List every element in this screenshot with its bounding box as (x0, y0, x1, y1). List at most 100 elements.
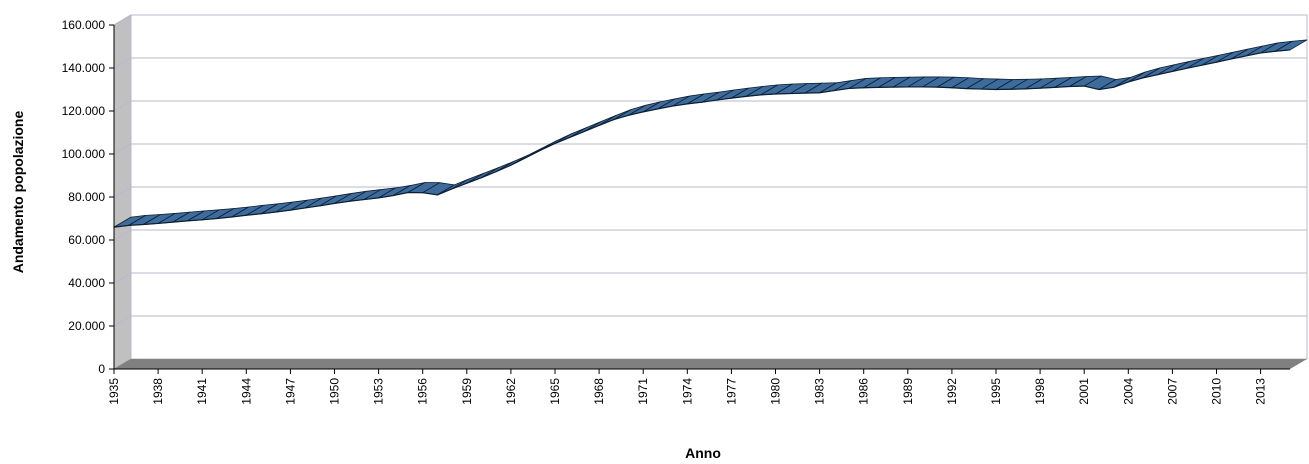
x-tick-label: 1965 (548, 378, 562, 405)
data-point (730, 97, 733, 99)
y-tick-label: 100.000 (62, 147, 106, 161)
data-point (1024, 88, 1026, 90)
x-tick-label: 1968 (592, 378, 606, 405)
x-axis: 1935 1938 1941 1944 1947 1950 1953 1956 1959 1962… (107, 368, 1290, 405)
data-point (1010, 88, 1012, 90)
data-point (231, 216, 233, 218)
data-point (186, 220, 189, 222)
y-tick-label: 60.000 (68, 233, 105, 247)
x-tick-label: 1986 (857, 378, 871, 405)
data-point (716, 99, 718, 101)
x-tick-label: 1971 (636, 378, 650, 405)
x-tick-label: 1983 (813, 378, 827, 405)
data-point (554, 142, 556, 145)
x-tick-label: 1992 (945, 378, 959, 405)
data-point (422, 192, 424, 194)
x-tick-label: 2010 (1210, 378, 1224, 405)
data-point (892, 86, 894, 88)
gridline-side (113, 143, 132, 155)
chart-gridlines (113, 14, 1307, 327)
data-point (951, 87, 953, 89)
data-point (583, 130, 586, 133)
x-tick-label: 1974 (680, 378, 694, 405)
data-point (142, 223, 144, 226)
data-point (598, 124, 600, 127)
data-point (1215, 61, 1218, 63)
data-point (1068, 85, 1071, 88)
data-point (333, 202, 336, 205)
data-point (1230, 58, 1232, 60)
x-tick-label: 1950 (328, 378, 342, 405)
data-point (1289, 49, 1291, 51)
data-point (510, 164, 512, 166)
y-tick-label: 140.000 (62, 61, 106, 75)
data-point (1054, 86, 1056, 88)
data-point (1157, 74, 1159, 76)
data-point (613, 119, 615, 121)
data-point (128, 224, 130, 226)
data-point (657, 108, 659, 110)
chart-series (113, 39, 1308, 228)
data-point (1142, 77, 1144, 79)
data-point (1201, 64, 1203, 66)
data-point (627, 114, 630, 116)
data-point (260, 213, 262, 215)
data-point (774, 93, 777, 95)
x-tick-label: 1938 (151, 378, 165, 405)
gridline-side (113, 14, 132, 26)
data-point (495, 171, 497, 173)
x-tick-label: 1962 (504, 378, 518, 405)
x-tick-label: 2001 (1077, 378, 1091, 405)
data-point (245, 214, 247, 216)
data-point (848, 87, 850, 90)
y-tick-label: 0 (98, 362, 105, 376)
data-point (569, 136, 571, 139)
data-point (863, 87, 865, 89)
gridline-side (113, 315, 132, 327)
data-point (1113, 86, 1115, 88)
gridline-side (113, 229, 132, 241)
data-point (436, 194, 438, 196)
x-tick-label: 2013 (1254, 378, 1268, 405)
data-point (363, 198, 365, 201)
data-point (304, 207, 306, 209)
gridline-side (113, 57, 132, 69)
data-point (1260, 52, 1262, 54)
y-axis-title: Andamento popolazione (10, 111, 26, 274)
x-tick-label: 1989 (901, 378, 915, 405)
data-point (966, 88, 968, 90)
data-point (1098, 88, 1100, 91)
data-point (172, 221, 174, 223)
data-point (980, 88, 982, 90)
data-point (319, 205, 321, 207)
gridline-side (113, 100, 132, 112)
x-tick-label: 1947 (283, 378, 297, 405)
data-point (1171, 70, 1173, 73)
data-point (760, 94, 762, 96)
data-point (921, 86, 924, 88)
data-point (348, 200, 350, 202)
x-tick-label: 1995 (989, 378, 1003, 405)
data-point (907, 86, 909, 88)
data-point (216, 217, 218, 220)
data-point (289, 209, 291, 211)
data-point (157, 222, 159, 225)
data-point (936, 86, 938, 88)
gridline-side (113, 272, 132, 284)
x-tick-label: 2004 (1121, 378, 1135, 405)
data-point (745, 95, 747, 97)
data-point (201, 219, 203, 221)
data-point (1186, 67, 1188, 69)
data-point (686, 103, 688, 105)
y-tick-label: 120.000 (62, 104, 106, 118)
data-point (672, 105, 674, 107)
x-tick-label: 1977 (724, 378, 738, 405)
y-tick-label: 40.000 (68, 276, 105, 290)
x-tick-label: 1941 (195, 378, 209, 405)
data-point (480, 177, 483, 179)
data-point (466, 182, 468, 184)
data-point (525, 157, 527, 159)
x-tick-label: 1980 (769, 378, 783, 405)
x-tick-label: 2007 (1165, 378, 1179, 405)
